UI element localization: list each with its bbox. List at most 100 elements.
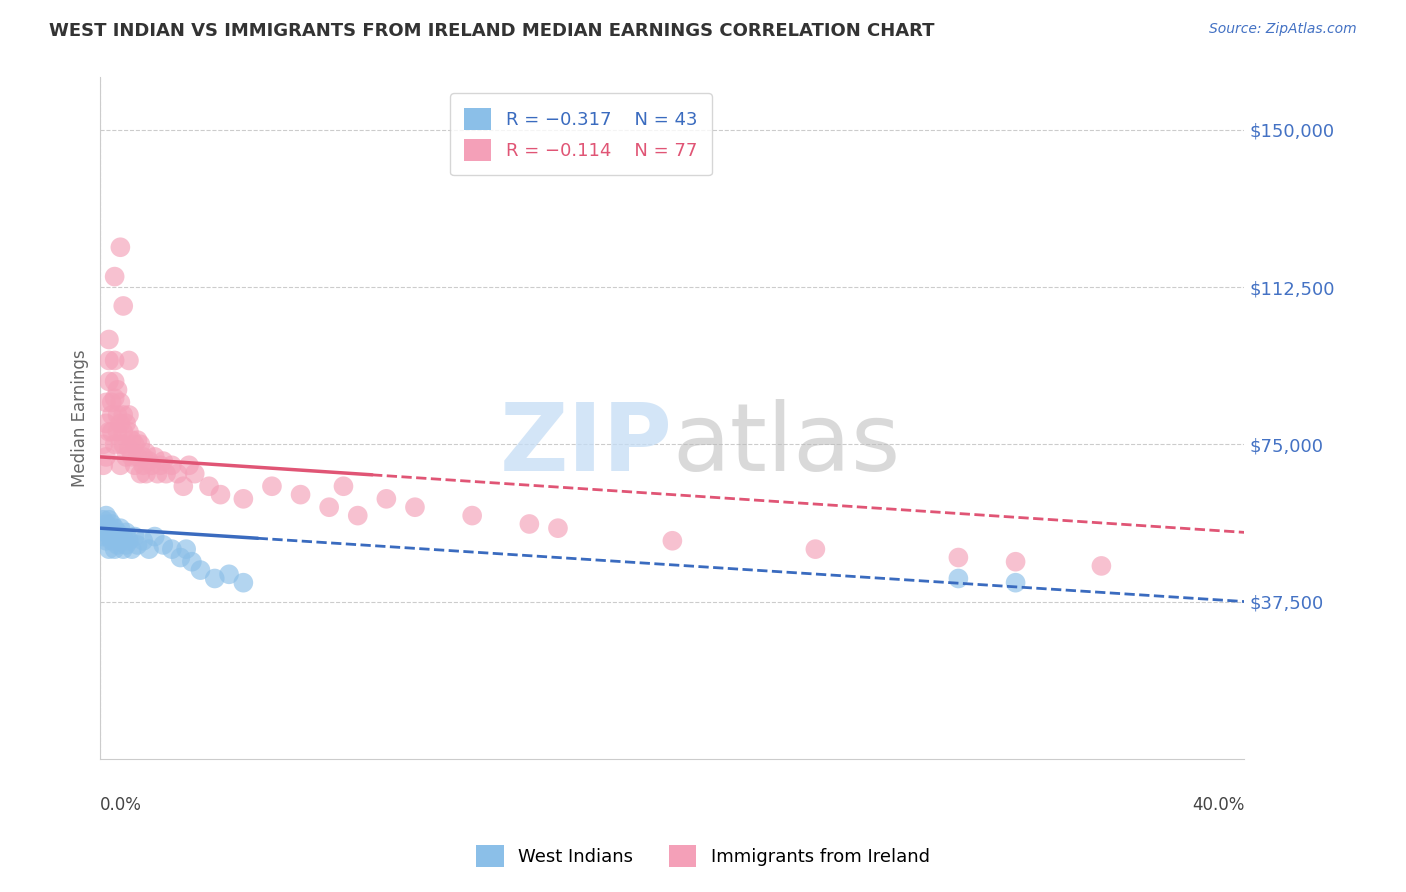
Y-axis label: Median Earnings: Median Earnings — [72, 350, 89, 487]
Point — [94, 450, 117, 464]
Point — [110, 458, 132, 473]
Point — [169, 550, 191, 565]
Point — [138, 454, 160, 468]
Point — [101, 516, 124, 531]
Point — [132, 450, 155, 464]
Point — [461, 508, 484, 523]
Point — [97, 521, 120, 535]
Point — [166, 467, 188, 481]
Point — [149, 458, 172, 473]
Point — [141, 458, 163, 473]
Point — [218, 567, 240, 582]
Point — [110, 240, 132, 254]
Text: 40.0%: 40.0% — [1192, 797, 1244, 814]
Text: atlas: atlas — [672, 400, 901, 491]
Text: ZIP: ZIP — [499, 400, 672, 491]
Point — [104, 437, 127, 451]
Point — [318, 500, 340, 515]
Point — [104, 375, 127, 389]
Point — [94, 417, 117, 431]
Point — [232, 575, 254, 590]
Text: 0.0%: 0.0% — [100, 797, 142, 814]
Point — [94, 516, 117, 531]
Point — [110, 417, 132, 431]
Point — [127, 450, 149, 464]
Point — [112, 437, 135, 451]
Point — [91, 458, 114, 473]
Point — [101, 425, 124, 439]
Point — [115, 417, 138, 431]
Point — [132, 533, 155, 548]
Point — [118, 533, 141, 548]
Point — [91, 530, 114, 544]
Point — [107, 425, 129, 439]
Point — [174, 542, 197, 557]
Point — [91, 437, 114, 451]
Point — [177, 458, 200, 473]
Point — [127, 433, 149, 447]
Point — [124, 437, 146, 451]
Point — [260, 479, 283, 493]
Point — [107, 408, 129, 422]
Point — [135, 446, 157, 460]
Point — [948, 572, 970, 586]
Point — [1004, 555, 1026, 569]
Point — [118, 442, 141, 456]
Point — [184, 467, 207, 481]
Point — [127, 538, 149, 552]
Point — [138, 542, 160, 557]
Point — [143, 530, 166, 544]
Point — [332, 479, 354, 493]
Point — [110, 437, 132, 451]
Point — [180, 555, 202, 569]
Point — [104, 530, 127, 544]
Point — [97, 333, 120, 347]
Point — [190, 563, 212, 577]
Point — [121, 433, 143, 447]
Point — [94, 395, 117, 409]
Point — [97, 542, 120, 557]
Point — [146, 467, 169, 481]
Point — [121, 450, 143, 464]
Point — [110, 395, 132, 409]
Legend: West Indians, Immigrants from Ireland: West Indians, Immigrants from Ireland — [470, 838, 936, 874]
Point — [110, 533, 132, 548]
Point — [115, 525, 138, 540]
Point — [91, 521, 114, 535]
Point — [129, 437, 152, 451]
Point — [104, 391, 127, 405]
Point — [112, 530, 135, 544]
Point — [94, 533, 117, 548]
Point — [94, 525, 117, 540]
Point — [101, 395, 124, 409]
Point — [152, 538, 174, 552]
Point — [124, 458, 146, 473]
Point — [112, 425, 135, 439]
Point — [115, 538, 138, 552]
Point — [135, 467, 157, 481]
Point — [804, 542, 827, 557]
Point — [129, 467, 152, 481]
Point — [519, 516, 541, 531]
Point — [118, 353, 141, 368]
Point — [160, 458, 183, 473]
Point — [112, 299, 135, 313]
Point — [118, 408, 141, 422]
Point — [97, 513, 120, 527]
Point — [107, 383, 129, 397]
Point — [104, 521, 127, 535]
Point — [97, 530, 120, 544]
Text: WEST INDIAN VS IMMIGRANTS FROM IRELAND MEDIAN EARNINGS CORRELATION CHART: WEST INDIAN VS IMMIGRANTS FROM IRELAND M… — [49, 22, 935, 40]
Text: Source: ZipAtlas.com: Source: ZipAtlas.com — [1209, 22, 1357, 37]
Point — [112, 542, 135, 557]
Point — [198, 479, 221, 493]
Point — [152, 454, 174, 468]
Point — [1004, 575, 1026, 590]
Point — [91, 513, 114, 527]
Point — [232, 491, 254, 506]
Point — [132, 458, 155, 473]
Point — [101, 533, 124, 548]
Point — [209, 488, 232, 502]
Point — [97, 375, 120, 389]
Point — [661, 533, 683, 548]
